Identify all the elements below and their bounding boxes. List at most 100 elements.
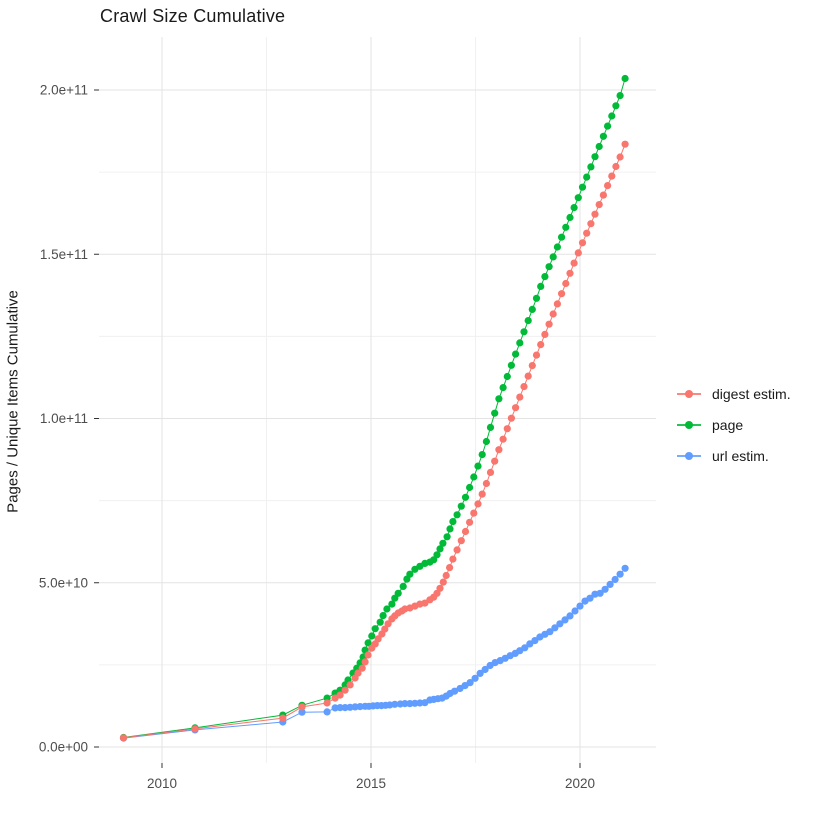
legend: digest estim. page url estim. [674, 378, 791, 471]
data-point [443, 533, 451, 541]
data-point [516, 393, 524, 401]
data-point [466, 483, 474, 492]
data-point [191, 725, 199, 733]
data-point [611, 575, 619, 584]
data-point [583, 173, 591, 181]
data-point [336, 691, 344, 699]
data-point [608, 112, 616, 120]
data-point [521, 644, 529, 652]
data-point [616, 153, 624, 161]
data-point [599, 191, 608, 199]
data-point [537, 282, 545, 290]
data-point [621, 140, 629, 148]
data-point [562, 223, 570, 231]
series-line-page [123, 78, 626, 738]
data-point [546, 628, 554, 636]
data-point [453, 511, 461, 519]
data-point [457, 537, 465, 545]
data-point [354, 669, 362, 677]
data-point [364, 651, 372, 659]
data-point [578, 183, 587, 191]
data-point [553, 243, 562, 251]
data-point [578, 239, 587, 247]
data-point [507, 361, 515, 369]
data-point [323, 708, 331, 716]
data-point [298, 703, 306, 711]
data-point [601, 585, 609, 593]
data-point [528, 305, 536, 313]
data-point [566, 269, 574, 277]
series-line-url-estim- [123, 567, 626, 739]
y-tick-label: 0.0e+00 [39, 740, 88, 755]
data-point [531, 637, 539, 645]
data-point [439, 578, 447, 586]
data-point [616, 92, 624, 100]
data-point [336, 704, 344, 712]
data-point [571, 607, 579, 615]
data-point [595, 142, 603, 151]
data-point [528, 362, 536, 370]
data-point [541, 273, 549, 281]
data-point [612, 162, 620, 171]
x-tick-label: 2010 [147, 776, 177, 791]
data-point [503, 425, 511, 433]
data-point [383, 605, 391, 613]
data-point [604, 122, 612, 130]
data-point [436, 545, 444, 553]
data-point [491, 409, 499, 417]
data-point [587, 163, 595, 171]
data-point [586, 594, 594, 602]
data-point [358, 664, 366, 672]
chart-title: Crawl Size Cumulative [100, 6, 286, 26]
legend-key-icon [674, 418, 704, 432]
data-point [470, 473, 478, 481]
data-point [466, 679, 474, 687]
data-point [381, 625, 389, 633]
data-point [562, 279, 570, 288]
data-point [436, 584, 444, 592]
x-tick-label: 2015 [356, 776, 386, 791]
data-point [524, 317, 532, 325]
data-point [558, 290, 566, 298]
data-point [591, 210, 599, 218]
data-point [371, 625, 379, 633]
legend-item-url-estim-: url estim. [674, 440, 791, 471]
data-point [541, 330, 549, 338]
data-point [388, 600, 396, 608]
data-point [526, 640, 534, 648]
y-tick-label: 1.0e+11 [40, 411, 88, 426]
data-point [499, 384, 507, 392]
data-point [556, 620, 564, 628]
data-point [516, 339, 524, 347]
data-point [566, 213, 574, 222]
data-point [549, 310, 557, 318]
data-point [457, 502, 465, 510]
data-point [486, 468, 495, 476]
data-point [461, 493, 470, 501]
data-point [364, 639, 372, 647]
data-point [596, 589, 604, 597]
data-point [621, 564, 629, 572]
data-point [461, 527, 470, 536]
data-point [119, 734, 128, 742]
data-point [612, 102, 620, 110]
data-point [279, 714, 287, 722]
legend-label: digest estim. [712, 385, 791, 402]
data-point [595, 201, 603, 209]
data-point [399, 582, 407, 591]
data-point [574, 194, 582, 202]
data-point [551, 624, 559, 632]
data-point [583, 229, 591, 237]
data-point [470, 509, 478, 517]
data-point [486, 423, 495, 431]
data-point [495, 395, 503, 403]
data-point [491, 457, 499, 465]
data-point [608, 172, 616, 180]
data-point [446, 564, 454, 572]
data-point [384, 620, 392, 628]
data-point [391, 700, 399, 708]
legend-item-page: page [674, 409, 791, 440]
data-point [478, 451, 486, 459]
data-point [549, 253, 557, 261]
